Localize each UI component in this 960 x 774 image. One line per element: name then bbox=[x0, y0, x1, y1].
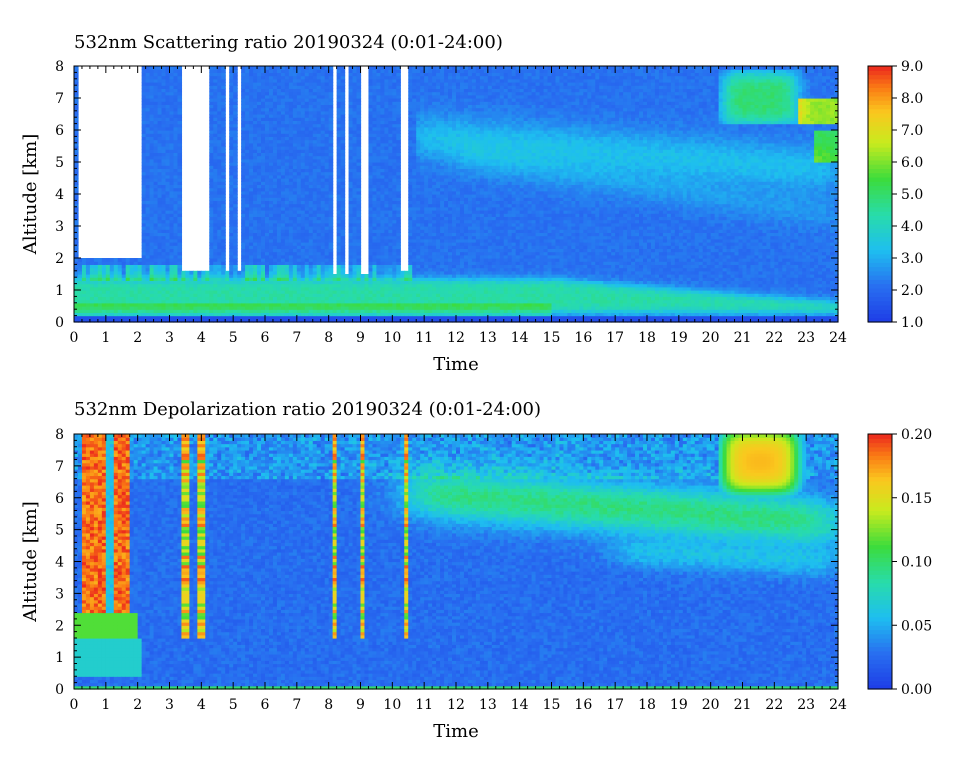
heatmap-cells bbox=[74, 66, 839, 323]
heatmap-cell bbox=[197, 271, 202, 275]
heatmap-cell bbox=[281, 66, 286, 70]
heatmap-cell bbox=[185, 271, 190, 275]
heatmap-cell bbox=[138, 258, 143, 262]
heatmap-cell bbox=[364, 274, 369, 278]
heatmap-cell bbox=[181, 271, 186, 275]
heatmap-cell bbox=[114, 258, 119, 262]
heatmap-cell bbox=[297, 66, 302, 70]
heatmap-cell bbox=[74, 66, 79, 70]
heatmap-cell bbox=[162, 66, 167, 70]
heatmap-cell bbox=[90, 258, 95, 262]
heatmap-cell bbox=[177, 66, 182, 70]
heatmap-cell bbox=[217, 66, 222, 70]
heatmap-cell bbox=[118, 258, 123, 262]
heatmap-cell bbox=[225, 271, 230, 275]
heatmap-cell bbox=[98, 258, 103, 262]
heatmap-cell bbox=[313, 66, 318, 70]
heatmap-cell bbox=[392, 66, 397, 70]
heatmap-cell bbox=[337, 66, 342, 70]
heatmap-cell bbox=[265, 66, 270, 70]
heatmap-cell bbox=[193, 271, 198, 275]
heatmap-cell bbox=[94, 258, 99, 262]
heatmap-cell bbox=[257, 66, 262, 70]
heatmap-cell bbox=[273, 66, 278, 70]
heatmap-cell bbox=[329, 66, 334, 70]
heatmap-cell bbox=[170, 66, 175, 70]
heatmap-cell bbox=[126, 258, 131, 262]
chart-title: 532nm Scattering ratio 20190324 (0:01-24… bbox=[74, 32, 503, 53]
heatmap-cell bbox=[305, 66, 310, 70]
heatmap-cell bbox=[368, 66, 373, 70]
heatmap-cell bbox=[102, 258, 107, 262]
heatmap-cell bbox=[82, 258, 87, 262]
heatmap-cell bbox=[233, 66, 238, 70]
heatmap-cell bbox=[122, 258, 127, 262]
heatmap-cell bbox=[134, 258, 139, 262]
heatmap-cell bbox=[249, 66, 254, 70]
heatmap-cell bbox=[106, 258, 111, 262]
heatmap-cell bbox=[289, 66, 294, 70]
heatmap-cell bbox=[154, 66, 159, 70]
heatmap-cell bbox=[361, 274, 366, 278]
heatmap-cell bbox=[237, 271, 242, 275]
heatmap-cell bbox=[86, 258, 91, 262]
chart-panel: 532nm Scattering ratio 20190324 (0:01-24… bbox=[20, 32, 923, 375]
heatmap-cell bbox=[201, 271, 206, 275]
heatmap-cell bbox=[321, 66, 326, 70]
heatmap-cell bbox=[146, 66, 151, 70]
heatmap-cell bbox=[205, 271, 210, 275]
heatmap-cell bbox=[333, 274, 338, 278]
heatmap-cell bbox=[384, 66, 389, 70]
heatmap-cell bbox=[209, 66, 214, 70]
heatmap-cell bbox=[130, 258, 135, 262]
heatmap-cell bbox=[78, 258, 83, 262]
heatmap-cell bbox=[408, 66, 413, 70]
heatmap-cell bbox=[345, 274, 350, 278]
heatmap-cell bbox=[353, 66, 358, 70]
heatmap-cell bbox=[189, 271, 194, 275]
heatmap-cell bbox=[400, 271, 405, 275]
heatmap-cell bbox=[376, 66, 381, 70]
heatmap-cell bbox=[404, 271, 409, 275]
heatmap-cell bbox=[241, 66, 246, 70]
heatmap-cell bbox=[110, 258, 115, 262]
